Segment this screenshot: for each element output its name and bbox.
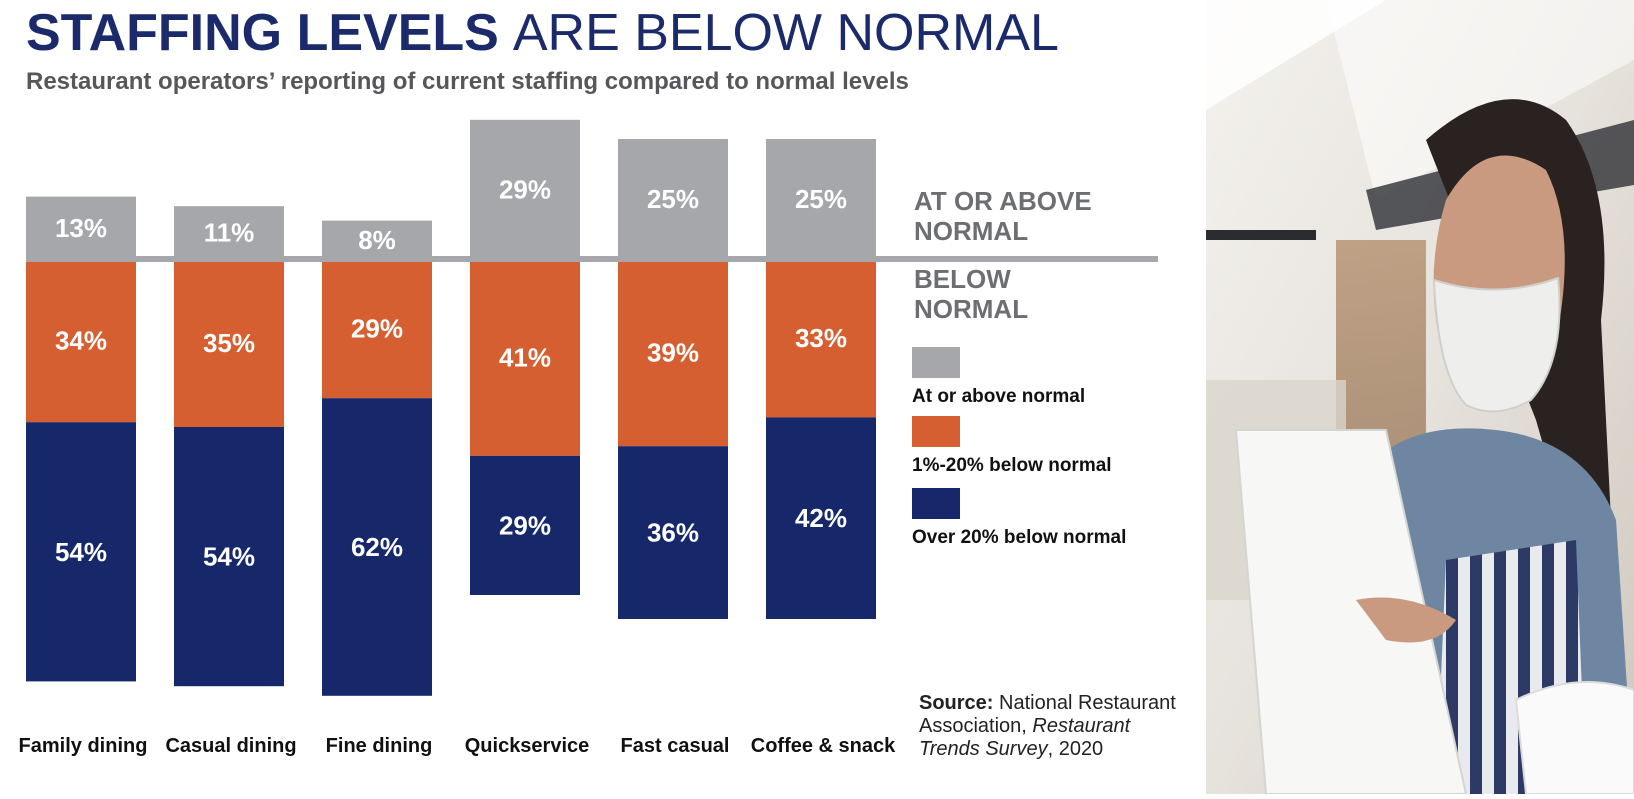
masked-server-photo [1206, 0, 1634, 795]
bar-below-1-20-4 [618, 259, 728, 447]
above-normal-label-line2: NORMAL [914, 216, 1028, 246]
bar-below-1-20-5 [766, 259, 876, 418]
bar-below-1-20-3 [470, 259, 580, 456]
label-over-20-below-5: 42% [795, 503, 847, 533]
hand [1356, 597, 1456, 643]
bars-group: 13% 34% 54% 11% 35% 54% 8% 29% 62% 29% 41% 29% 25% 39… [26, 119, 876, 696]
source-text3a: Trends Survey [919, 738, 1049, 760]
label-below-1-20-2: 29% [351, 314, 403, 344]
bar-above-normal-5 [766, 139, 876, 259]
legend-swatch-2 [912, 488, 960, 519]
bar-over-20-below-1 [174, 427, 284, 687]
coffee-cup [1514, 681, 1634, 795]
chart-title: STAFFING LEVELS ARE BELOW NORMAL [26, 4, 1059, 62]
label-over-20-below-3: 29% [499, 510, 551, 540]
label-above-normal-2: 8% [358, 225, 396, 255]
label-above-normal-5: 25% [795, 184, 847, 214]
source-label: Source: [919, 692, 993, 714]
category-label-3: Quickservice [465, 735, 590, 757]
legend-label-1: 1%-20% below normal [912, 455, 1112, 476]
source-line1: Source: National Restaurant [919, 692, 1176, 714]
legend-swatch-0 [912, 347, 960, 378]
category-label-0: Family dining [19, 735, 148, 757]
legend: At or above normal 1%-20% below normal Ove… [912, 347, 1126, 548]
stacked-bar-chart: STAFFING LEVELS ARE BELOW NORMAL Restaura… [19, 4, 1177, 760]
label-below-1-20-5: 33% [795, 323, 847, 353]
bar-above-normal-1 [174, 206, 284, 259]
label-above-normal-0: 13% [55, 213, 107, 243]
chart-subtitle: Restaurant operators’ reporting of curre… [26, 68, 909, 95]
photo-illustration [1206, 0, 1634, 795]
category-label-5: Coffee & snack [751, 735, 896, 757]
bar-below-1-20-0 [26, 259, 136, 423]
source-text3b: , 2020 [1048, 738, 1104, 760]
label-below-1-20-1: 35% [203, 328, 255, 358]
bar-above-normal-2 [322, 220, 432, 259]
source-line2: Association, Restaurant [919, 715, 1132, 737]
category-label-2: Fine dining [326, 735, 433, 757]
bar-over-20-below-0 [26, 422, 136, 682]
face-mask [1432, 276, 1561, 413]
bar-above-normal-3 [470, 119, 580, 259]
label-above-normal-3: 29% [499, 174, 551, 204]
bar-below-1-20-1 [174, 259, 284, 427]
source-line3: Trends Survey, 2020 [919, 738, 1103, 760]
label-below-1-20-4: 39% [647, 338, 699, 368]
bar-over-20-below-3 [470, 455, 580, 595]
bar-over-20-below-5 [766, 417, 876, 619]
source-note: Source: National Restaurant Association,… [919, 692, 1176, 760]
label-over-20-below-2: 62% [351, 532, 403, 562]
label-above-normal-1: 11% [204, 218, 255, 248]
legend-label-2: Over 20% below normal [912, 527, 1126, 548]
label-over-20-below-1: 54% [203, 542, 255, 572]
chart-title-light: ARE BELOW NORMAL [513, 4, 1059, 62]
chart-title-bold: STAFFING LEVELS [26, 4, 499, 62]
label-below-1-20-0: 34% [55, 326, 107, 356]
baseline-labels: AT OR ABOVE NORMAL BELOW NORMAL [914, 186, 1092, 324]
chart-panel: STAFFING LEVELS ARE BELOW NORMAL Restaura… [19, 4, 1177, 760]
label-below-1-20-3: 41% [499, 342, 551, 372]
category-labels: Family dining Casual dining Fine dining Qui… [19, 735, 897, 757]
source-text1: National Restaurant [993, 692, 1176, 714]
bar-over-20-below-2 [322, 398, 432, 696]
below-normal-label-line2: NORMAL [914, 294, 1028, 324]
legend-swatch-1 [912, 416, 960, 447]
below-normal-label-line1: BELOW [914, 264, 1011, 294]
window-light-2 [1326, 0, 1634, 200]
legend-label-0: At or above normal [912, 386, 1085, 407]
bar-over-20-below-4 [618, 446, 728, 619]
label-above-normal-4: 25% [647, 184, 699, 214]
category-label-4: Fast casual [621, 735, 730, 757]
counter-rail [1206, 230, 1316, 240]
source-text2b: Restaurant [1032, 715, 1131, 737]
source-text2a: Association, [919, 715, 1032, 737]
category-label-1: Casual dining [165, 735, 296, 757]
label-over-20-below-0: 54% [55, 537, 107, 567]
label-over-20-below-4: 36% [647, 518, 699, 548]
above-normal-label-line1: AT OR ABOVE [914, 186, 1092, 216]
bar-above-normal-4 [618, 139, 728, 259]
bar-above-normal-0 [26, 196, 136, 259]
bar-below-1-20-2 [322, 259, 432, 399]
